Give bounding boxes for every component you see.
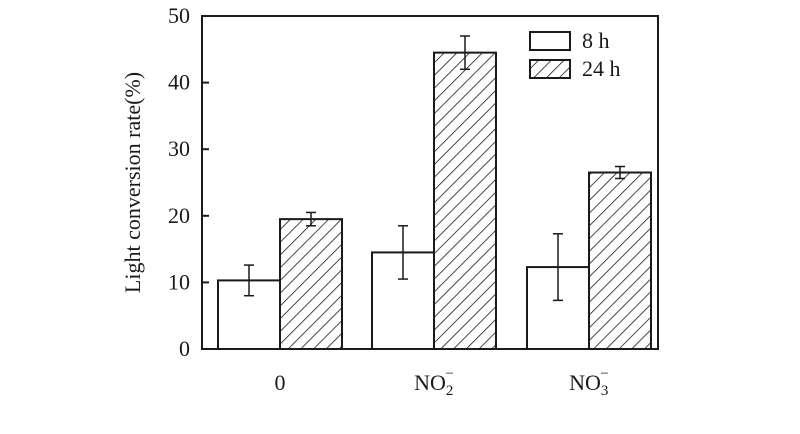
y-tick-label: 30 xyxy=(168,136,190,161)
x-category-label: 0 xyxy=(275,370,286,395)
x-category-label: NO3− xyxy=(569,366,609,399)
bar-8h-2 xyxy=(526,266,590,350)
legend-label: 24 h xyxy=(582,56,621,81)
y-tick-label: 20 xyxy=(168,203,190,228)
legend-label: 8 h xyxy=(582,28,610,53)
x-category-label: NO2− xyxy=(414,366,454,399)
y-tick-label: 0 xyxy=(179,336,190,361)
legend: 8 h 24 h xyxy=(529,28,621,81)
bar-24h-1 xyxy=(433,51,497,350)
legend-swatch xyxy=(529,59,571,79)
y-tick-label: 40 xyxy=(168,70,190,95)
x-axis-labels: 0 NO2− NO3− xyxy=(275,366,609,399)
y-axis-ticks: 0 10 20 30 40 50 xyxy=(168,3,209,361)
bar-24h-0 xyxy=(279,218,343,350)
bar-8h-0 xyxy=(217,279,281,351)
error-bars xyxy=(244,35,625,302)
y-tick-label: 10 xyxy=(168,269,190,294)
bar-24h-2 xyxy=(588,171,652,350)
y-axis-label: Light conversion rate(%) xyxy=(120,72,145,293)
bars xyxy=(217,51,652,351)
legend-swatch xyxy=(529,31,571,51)
y-tick-label: 50 xyxy=(168,3,190,28)
